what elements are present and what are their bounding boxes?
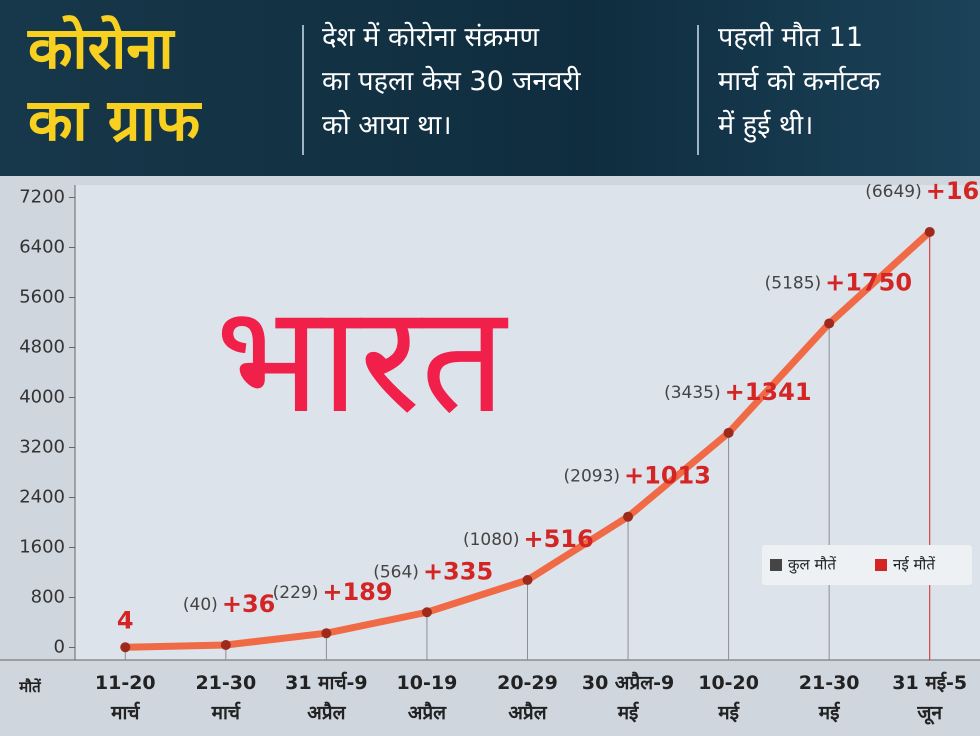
note: पहली मौत 11 मार्च को कर्नाटक में हुई थी। — [718, 22, 881, 141]
value-label: (40) — [183, 595, 218, 615]
x-tick-label: 31 मई-5 जून — [892, 672, 968, 724]
value-label: +516 — [524, 525, 594, 553]
value-label: +36 — [222, 590, 276, 618]
value-label: +335 — [423, 557, 493, 585]
point — [321, 628, 332, 639]
value-label: +1341 — [725, 378, 812, 406]
x-axis-label: मौतें — [19, 678, 41, 696]
y-tick-label: 4800 — [19, 337, 65, 358]
note: देश में कोरोना संक्रमण का पहला केस 30 जन… — [322, 22, 581, 141]
y-tick-label: 1600 — [19, 537, 65, 558]
separator — [302, 25, 304, 155]
chart-title: कोरोना का ग्राफ — [28, 14, 201, 154]
y-tick-label: 6400 — [19, 237, 65, 258]
point — [421, 607, 432, 618]
y-tick-label: 2400 — [19, 487, 65, 508]
x-tick-label: 20-29 अप्रैल — [497, 672, 558, 724]
legend-box — [762, 545, 972, 585]
x-tick-label: 21-30 मार्च — [195, 672, 257, 724]
y-tick-label: 0 — [54, 637, 65, 658]
y-tick-label: 3200 — [19, 437, 65, 458]
point — [723, 427, 734, 438]
point — [623, 511, 634, 522]
x-tick-label: 21-30 मई — [798, 672, 860, 724]
value-label: (6649) — [865, 182, 922, 202]
value-label: +1750 — [825, 268, 912, 296]
value-label: +1013 — [624, 462, 711, 490]
x-tick-label: 30 अप्रैल-9 मई — [581, 672, 675, 724]
x-tick-label: 11-20 मार्च — [94, 672, 156, 724]
legend-label: नई मौतें — [893, 556, 935, 574]
annotation: भारत — [215, 273, 507, 447]
y-tick-label: 7200 — [19, 187, 65, 208]
x-tick-label: 31 मार्च-9 अप्रैल — [285, 672, 368, 724]
separator — [697, 25, 699, 155]
x-tick-label: 10-20 मई — [698, 672, 759, 724]
header: कोरोना का ग्राफ देश में कोरोना संक्रमण क… — [0, 0, 980, 176]
value-label: (564) — [373, 562, 419, 582]
point — [924, 226, 935, 237]
point — [220, 640, 231, 650]
value-label: 4 — [117, 606, 134, 634]
point — [522, 575, 533, 585]
y-tick-label: 800 — [31, 587, 65, 608]
value-label: (2093) — [564, 467, 621, 487]
point — [824, 318, 835, 329]
point — [120, 642, 131, 653]
value-label: (1080) — [463, 530, 520, 550]
legend-key — [875, 559, 887, 571]
x-tick-label: 10-19 अप्रैल — [396, 672, 458, 724]
value-label: +189 — [322, 578, 392, 606]
value-label: +1642 — [926, 177, 980, 205]
legend-label: कुल मौतें — [788, 556, 836, 575]
value-label: (5185) — [765, 273, 822, 293]
value-label: (229) — [273, 583, 319, 603]
y-tick-label: 4000 — [19, 387, 65, 408]
value-label: (3435) — [664, 383, 721, 403]
y-tick-label: 5600 — [19, 287, 65, 308]
legend-key — [770, 559, 782, 571]
